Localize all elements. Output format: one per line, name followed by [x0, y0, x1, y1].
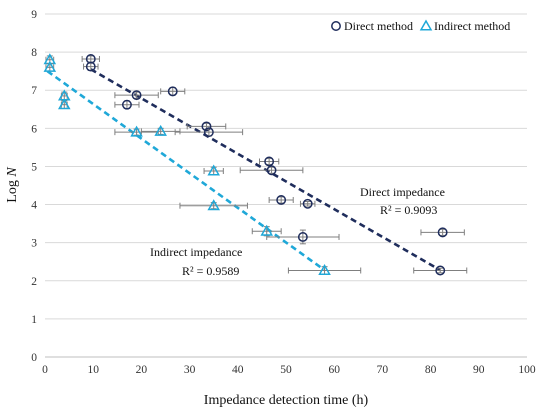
direct-method-point	[437, 227, 448, 238]
y-tick-label: 9	[31, 9, 37, 21]
y-tick-label: 8	[31, 47, 37, 59]
trendlines	[46, 68, 441, 272]
indirect-method-point	[207, 164, 220, 176]
y-tick-label: 5	[31, 161, 37, 173]
gridlines	[45, 13, 527, 320]
direct-method-point	[435, 265, 446, 276]
y-tick-label: 4	[31, 200, 37, 212]
y-tick-label: 0	[31, 352, 37, 364]
data-points	[43, 53, 468, 276]
trendline-r2: R² = 0.9589	[182, 264, 239, 278]
y-axis-title: Log N	[5, 167, 20, 203]
x-axis-title: Impedance detection time (h)	[204, 393, 369, 408]
y-tick-label: 3	[31, 238, 37, 250]
indirect-method-point	[260, 224, 274, 236]
indirect-method-point	[154, 124, 167, 136]
direct-method-point	[121, 99, 132, 110]
x-tick-label: 70	[377, 364, 389, 376]
y-axis-title-prefix: Log	[5, 177, 20, 203]
direct-method-point	[264, 156, 275, 167]
direct-method-point	[276, 195, 287, 205]
legend-label: Direct method	[344, 19, 413, 33]
y-tick-label: 1	[31, 314, 37, 326]
trendline-r2: R² = 0.9093	[380, 203, 437, 217]
direct-method-point	[131, 90, 142, 101]
direct-method-point	[203, 127, 214, 138]
trendline-label: Direct impedance	[360, 185, 445, 199]
y-tick-label: 7	[31, 85, 37, 97]
x-tick-label: 80	[425, 364, 437, 376]
indirect-method-point	[207, 199, 220, 211]
legend-triangle-icon	[419, 19, 433, 31]
trendline	[90, 68, 441, 272]
y-tick-label: 6	[31, 123, 37, 135]
x-tick-label: 90	[473, 364, 485, 376]
x-tick-label: 10	[87, 364, 99, 376]
y-tick-label: 2	[31, 276, 37, 288]
indirect-method-point	[318, 263, 331, 275]
direct-method-point	[85, 61, 96, 72]
x-tick-label: 40	[232, 364, 244, 376]
legend: Direct method Indirect method	[331, 19, 510, 33]
trendline-annotations: Direct impedance R² = 0.9093 Indirect impe…	[150, 185, 445, 278]
trendline-label: Indirect impedance	[150, 245, 242, 259]
x-tick-label: 0	[42, 364, 48, 376]
indirect-method-point	[130, 125, 143, 137]
legend-label: Indirect method	[434, 19, 510, 33]
direct-method-point	[266, 165, 277, 176]
legend-circle-icon	[331, 21, 341, 31]
x-tick-label: 60	[328, 364, 340, 376]
x-tick-label: 30	[184, 364, 196, 376]
x-tick-label: 100	[518, 364, 536, 376]
direct-method-point	[302, 198, 313, 209]
indirect-method-point	[43, 60, 57, 72]
direct-method-point	[201, 121, 212, 132]
direct-method-point	[297, 232, 308, 242]
y-axis-title-italic: N	[5, 167, 20, 178]
x-tick-label: 50	[280, 364, 292, 376]
direct-method-point	[167, 86, 178, 97]
x-tick-label: 20	[136, 364, 148, 376]
indirect-method-point	[57, 98, 71, 110]
